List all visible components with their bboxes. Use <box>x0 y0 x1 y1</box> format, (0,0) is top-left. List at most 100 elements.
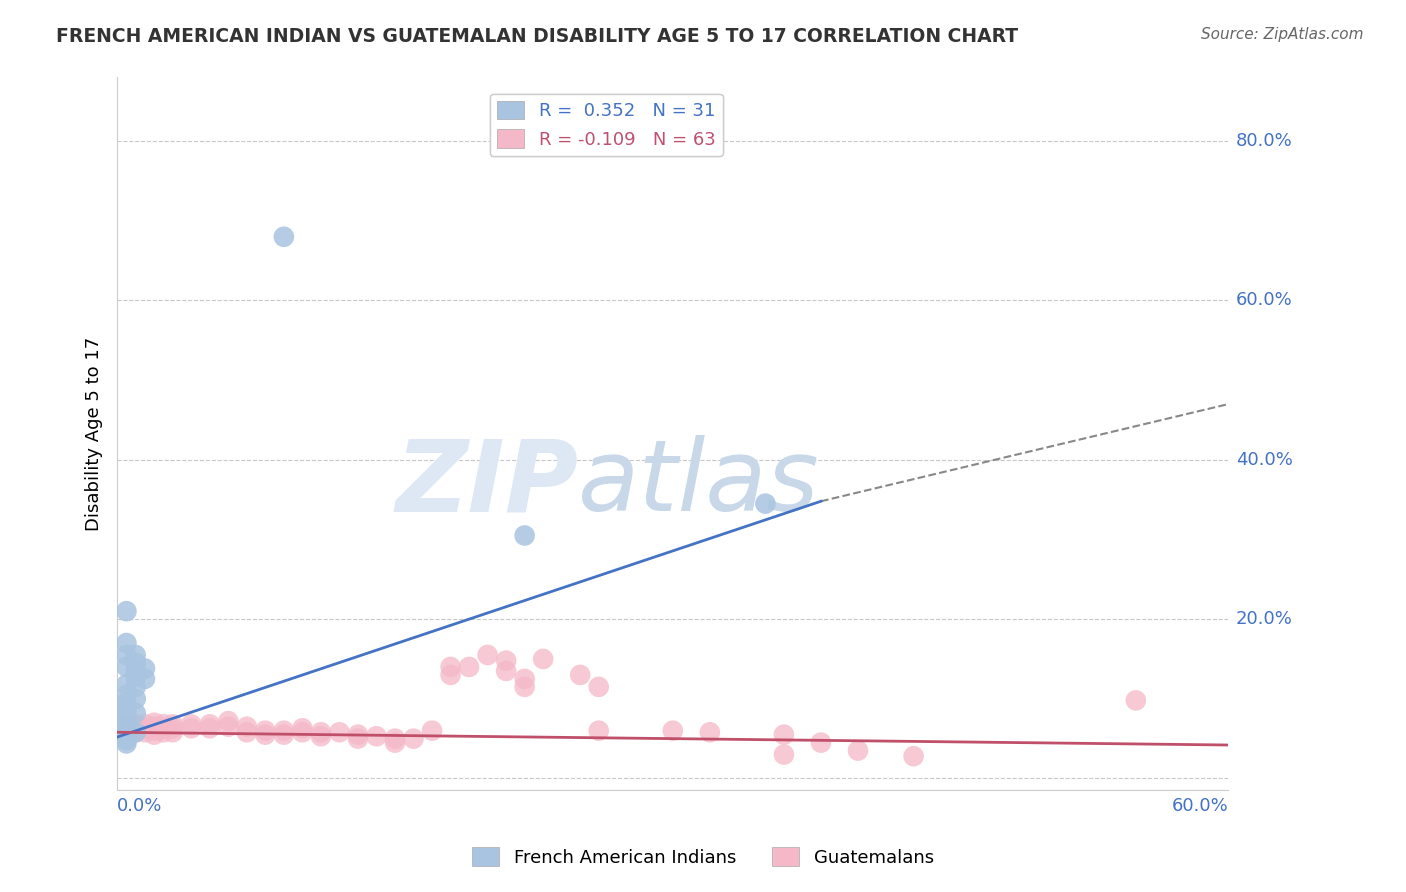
Point <box>115 699 138 714</box>
Point <box>198 717 221 731</box>
Point <box>309 725 332 739</box>
Point <box>115 720 138 734</box>
Point <box>810 736 832 750</box>
Point <box>134 721 156 735</box>
Point <box>115 709 138 723</box>
Point <box>903 749 925 764</box>
Point <box>115 712 138 726</box>
Point <box>699 725 721 739</box>
Point <box>754 497 776 511</box>
Point <box>115 604 138 618</box>
Point <box>115 736 138 750</box>
Legend: French American Indians, Guatemalans: French American Indians, Guatemalans <box>465 840 941 874</box>
Point <box>125 664 148 678</box>
Point <box>773 728 796 742</box>
Point <box>273 728 295 742</box>
Point <box>115 717 138 731</box>
Text: 0.0%: 0.0% <box>117 797 163 814</box>
Text: 40.0%: 40.0% <box>1236 450 1292 469</box>
Point <box>115 730 138 744</box>
Point <box>180 717 202 731</box>
Point <box>402 731 425 746</box>
Point <box>347 728 370 742</box>
Point <box>254 728 277 742</box>
Point <box>125 717 148 731</box>
Point <box>134 661 156 675</box>
Point <box>198 721 221 735</box>
Text: 80.0%: 80.0% <box>1236 132 1292 150</box>
Point <box>254 723 277 738</box>
Text: Source: ZipAtlas.com: Source: ZipAtlas.com <box>1201 27 1364 42</box>
Y-axis label: Disability Age 5 to 17: Disability Age 5 to 17 <box>86 337 103 531</box>
Point <box>125 691 148 706</box>
Point <box>115 714 138 728</box>
Point <box>143 720 166 734</box>
Point <box>115 677 138 691</box>
Point <box>236 720 259 734</box>
Point <box>115 721 138 735</box>
Point <box>1125 693 1147 707</box>
Point <box>162 721 184 735</box>
Point <box>125 680 148 694</box>
Point <box>846 743 869 757</box>
Point <box>588 723 610 738</box>
Point <box>115 717 138 731</box>
Point <box>439 660 461 674</box>
Point <box>115 660 138 674</box>
Point <box>125 725 148 739</box>
Point <box>588 680 610 694</box>
Point <box>420 723 443 738</box>
Text: 60.0%: 60.0% <box>1171 797 1229 814</box>
Point <box>152 725 174 739</box>
Point <box>180 721 202 735</box>
Point <box>125 669 148 683</box>
Point <box>531 652 554 666</box>
Point <box>477 648 499 662</box>
Point <box>162 717 184 731</box>
Point <box>309 729 332 743</box>
Point <box>513 528 536 542</box>
Point <box>134 725 156 739</box>
Point <box>513 672 536 686</box>
Point <box>115 636 138 650</box>
Point <box>291 721 314 735</box>
Point <box>495 654 517 668</box>
Point <box>152 717 174 731</box>
Point <box>143 715 166 730</box>
Point <box>662 723 685 738</box>
Point <box>115 728 138 742</box>
Point <box>569 668 592 682</box>
Point <box>115 704 138 718</box>
Text: 60.0%: 60.0% <box>1236 292 1292 310</box>
Point <box>115 723 138 738</box>
Point <box>495 664 517 678</box>
Point <box>236 725 259 739</box>
Point <box>439 668 461 682</box>
Point <box>347 731 370 746</box>
Point <box>366 729 388 743</box>
Point <box>291 725 314 739</box>
Point <box>115 688 138 702</box>
Point <box>273 229 295 244</box>
Point <box>143 728 166 742</box>
Point <box>328 725 350 739</box>
Text: 20.0%: 20.0% <box>1236 610 1292 628</box>
Point <box>115 733 138 747</box>
Point <box>125 656 148 670</box>
Point <box>125 725 148 739</box>
Point <box>513 680 536 694</box>
Point <box>384 736 406 750</box>
Point <box>162 725 184 739</box>
Text: ZIP: ZIP <box>395 435 578 533</box>
Point <box>134 672 156 686</box>
Point <box>143 723 166 738</box>
Point <box>125 706 148 720</box>
Point <box>273 723 295 738</box>
Point <box>152 721 174 735</box>
Point <box>217 720 239 734</box>
Text: FRENCH AMERICAN INDIAN VS GUATEMALAN DISABILITY AGE 5 TO 17 CORRELATION CHART: FRENCH AMERICAN INDIAN VS GUATEMALAN DIS… <box>56 27 1018 45</box>
Point <box>125 721 148 735</box>
Point <box>115 648 138 662</box>
Point <box>217 714 239 728</box>
Point <box>458 660 481 674</box>
